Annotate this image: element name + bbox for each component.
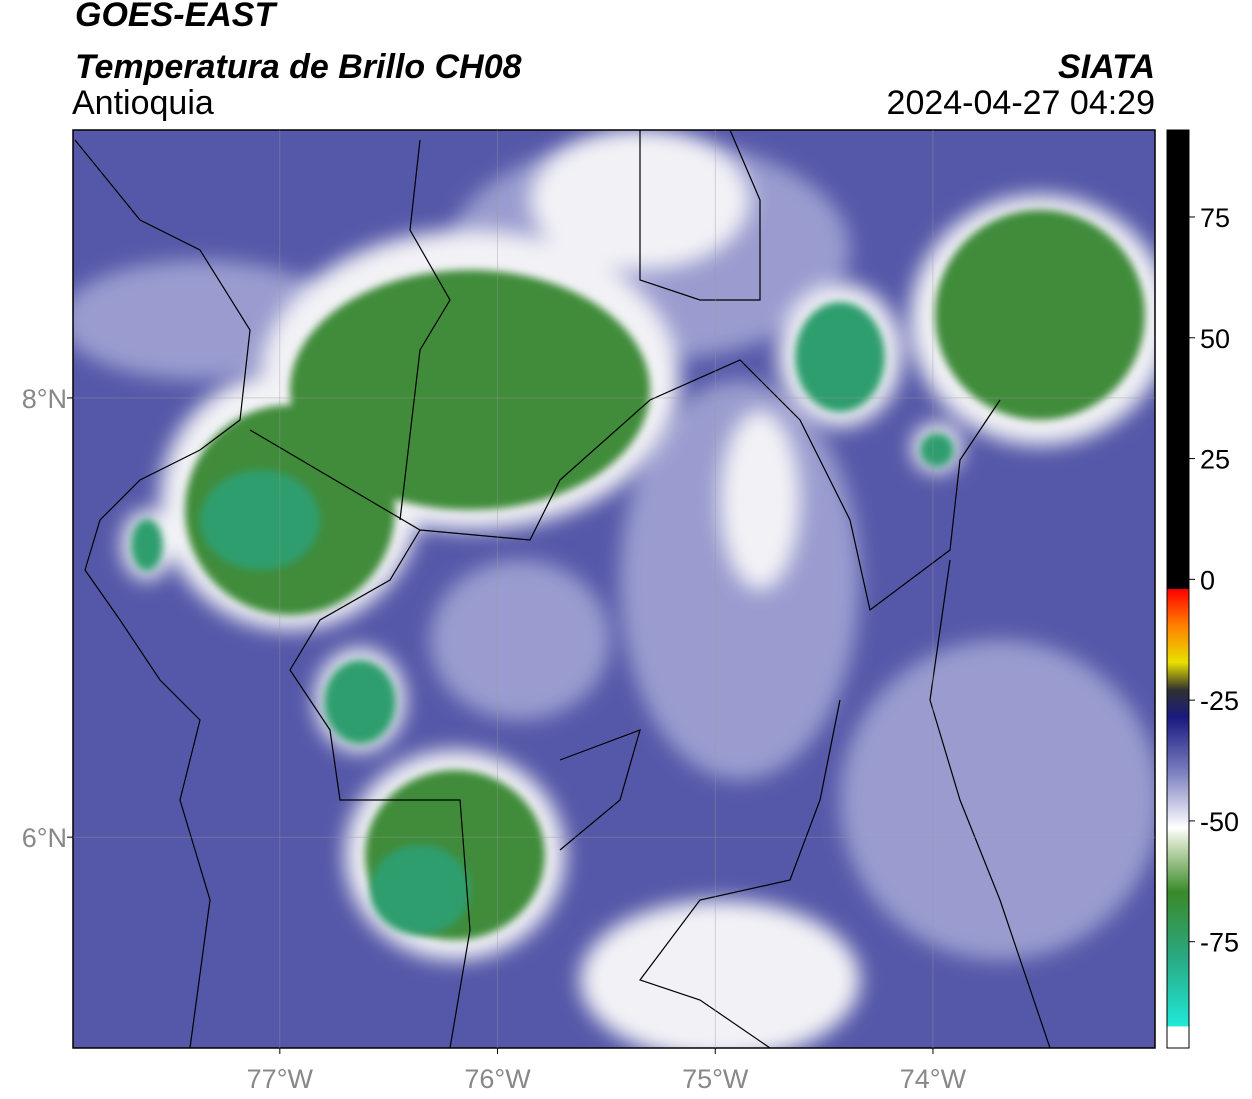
colorbar <box>1166 129 1190 1049</box>
region: Antioquia <box>72 84 214 122</box>
x-tick-label: 76°W <box>464 1064 531 1094</box>
colorbar-label: -25 <box>1200 686 1239 716</box>
y-tick-label: 8°N <box>22 384 67 414</box>
colorbar-label: -75 <box>1200 928 1239 958</box>
datetime: 2024-04-27 04:29 <box>887 84 1155 122</box>
colorbar-label: 75 <box>1200 203 1230 233</box>
x-tick-label: 74°W <box>900 1064 967 1094</box>
colorbar-label: 50 <box>1200 324 1230 354</box>
satellite-image <box>73 130 1155 1048</box>
subtitle: Temperatura de Brillo CH08 <box>75 48 522 86</box>
x-tick-label: 77°W <box>247 1064 314 1094</box>
colorbar-label: 0 <box>1200 565 1215 595</box>
title: GOES-EAST <box>75 0 278 34</box>
x-tick-label: 75°W <box>682 1064 749 1094</box>
source: SIATA <box>1058 48 1155 86</box>
map-frame <box>72 129 1156 1049</box>
colorbar-label: -50 <box>1200 807 1239 837</box>
colorbar-label: 25 <box>1200 445 1230 475</box>
y-tick-label: 6°N <box>22 823 67 853</box>
